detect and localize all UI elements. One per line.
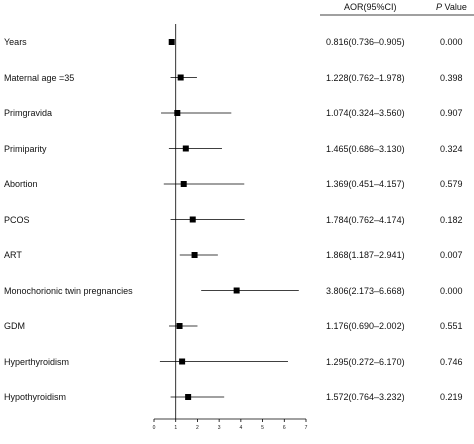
point-estimate [233,287,240,294]
x-tick-label: 2 [196,425,199,431]
aor-ci-value: 1.369(0.451–4.157) [326,179,405,189]
p-value: 0.398 [440,72,463,83]
aor-ci-value: 1.074(0.324–3.560) [326,108,405,118]
aor-ci-value: 1.176(0.690–2.002) [326,321,405,331]
p-value: 0.007 [440,250,463,260]
row-label: Hyperthyroidism [4,356,70,367]
p-value: 0.000 [440,37,463,47]
row-label: Abortion [4,179,38,189]
row-label: Primgravida [4,108,53,118]
aor-ci-value: 3.806(2.173–6.668) [326,285,405,296]
p-italic: P [436,2,443,12]
row-label: ART [4,250,22,260]
p-value: 0.219 [440,392,463,402]
point-estimate [189,216,196,223]
p-value: 0.907 [440,108,463,118]
aor-ci-value: 0.816(0.736–0.905) [326,37,405,47]
plot-marks [159,24,299,419]
x-tick-label: 0 [153,425,156,431]
aor-ci-value: 1.295(0.272–6.170) [326,356,405,367]
x-tick-label: 3 [218,425,221,431]
x-axis: 0 1 2 3 4 5 6 7 [153,418,308,431]
row-label: Hypothyroidism [4,392,67,402]
x-tick-label: 4 [239,425,242,431]
point-estimate [168,39,175,45]
point-estimate [182,145,189,152]
point-estimate [177,74,184,81]
p-value: 0.579 [440,179,463,189]
p-value: 0.182 [440,214,463,225]
aor-ci-value: 1.868(1.187–2.941) [326,250,405,260]
point-estimate [191,252,198,258]
x-tick-label: 5 [261,425,264,431]
point-estimate [180,181,187,187]
row-label: Maternal age =35 [4,72,75,83]
row-label: Years [4,37,27,47]
x-tick-label: 1 [174,425,177,431]
point-estimate [174,110,181,116]
x-tick-label: 7 [305,425,308,431]
row-label: Primiparity [4,143,47,154]
aor-ci-value: 1.572(0.764–3.232) [326,392,405,402]
p-value: 0.000 [440,285,463,296]
row-label: GDM [4,321,25,331]
aor-ci-value: 1.465(0.686–3.130) [326,143,405,154]
row-label: Monochorionic twin pregnancies [4,285,133,296]
p-rest: Value [442,2,467,12]
p-value: 0.746 [440,356,463,367]
point-estimate [185,394,192,400]
row-label: PCOS [4,214,30,225]
aor-ci-value: 1.784(0.762–4.174) [326,214,405,225]
aor-ci-value: 1.228(0.762–1.978) [326,72,405,83]
p-value: 0.551 [440,321,463,331]
point-estimate [176,323,183,329]
estimate-header: AOR(95%CI) [344,2,397,12]
point-estimate [179,358,186,365]
p-value: 0.324 [440,143,463,154]
x-tick-label: 6 [283,425,286,431]
p-value-header: P Value [436,1,467,13]
